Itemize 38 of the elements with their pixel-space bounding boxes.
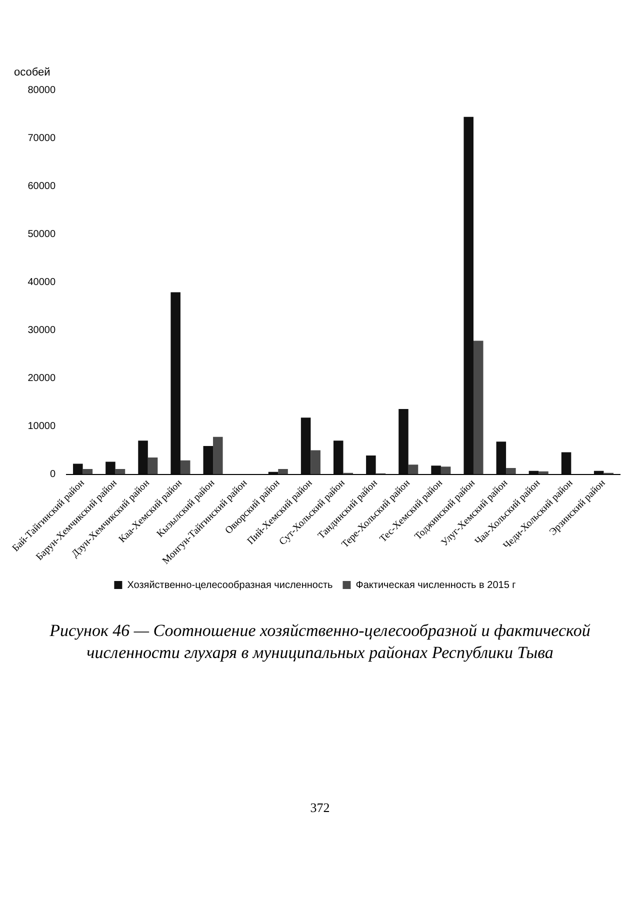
y-tick-label: 10000 [28,421,56,432]
bar [115,469,126,474]
y-tick-label: 50000 [28,228,56,240]
y-tick-label: 40000 [28,276,56,288]
bar [278,469,288,474]
bar [366,456,376,474]
y-tick-label: 70000 [28,132,56,144]
bar [203,446,214,474]
bar [213,436,223,474]
y-axis-title: особей [14,66,50,79]
y-tick-label: 0 [50,469,56,480]
bar [473,340,484,474]
bar [333,440,344,474]
bar [398,408,408,474]
bar [440,466,451,474]
y-tick-label: 30000 [28,324,56,336]
bar [82,469,93,474]
bar [138,440,148,474]
text: Рисунок 46 — Соотношение хозяйственно-целесообразной и фактической численности глухаря в муниципальных районах Республики Тыва [48,620,592,664]
bar [300,418,311,474]
bar [431,466,441,474]
bar [506,468,516,474]
bar [561,452,572,474]
bar [496,442,506,474]
bar [464,116,474,474]
bar [148,457,158,474]
bar [170,292,180,474]
legend-label: Хозяйственно-целесообразная численность [127,580,333,591]
text: 372 [309,800,331,816]
bar [73,464,83,474]
y-tick-label: 60000 [28,180,56,192]
bar [180,460,190,474]
bar [408,464,418,474]
bar [310,450,320,474]
y-tick-label: 20000 [28,372,56,384]
bar [106,462,116,474]
y-tick-label: 80000 [28,84,56,96]
legend-label: Фактическая численность в 2015 г [356,580,516,591]
